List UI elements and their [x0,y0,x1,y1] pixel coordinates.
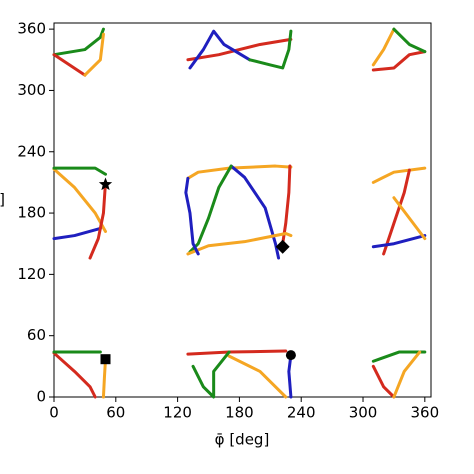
curve [392,27,427,54]
curve [227,354,288,399]
curve [186,37,293,62]
y-tick-label: 60 [27,326,46,344]
marker-circle [285,350,296,361]
curve [52,27,105,57]
x-tick-label: 0 [49,404,59,422]
curve [184,176,200,256]
curve [371,350,427,363]
x-axis-label: φ̄ [deg] [215,431,270,449]
x-tick-label: 60 [106,404,125,422]
marker-square [100,354,111,365]
curve [382,168,411,256]
curve [371,166,427,184]
plot-frame [53,22,432,398]
y-tick-label: 360 [17,20,46,38]
curve [229,164,281,260]
curve [188,29,252,70]
curve [371,364,396,399]
y-tick-label: 0 [36,388,46,406]
curve [88,180,108,260]
curve [248,29,293,70]
y-tick-label: 120 [17,265,46,283]
curve [101,357,108,399]
curve [281,164,292,246]
curve [52,166,108,176]
curve [371,234,427,249]
curve [52,53,87,77]
curve [392,350,422,399]
curve [186,349,288,356]
y-tick-label: 300 [17,81,46,99]
curve [371,50,427,72]
marker-diamond [275,239,290,254]
x-tick-label: 240 [287,404,316,422]
curve [392,196,427,241]
curve [52,226,102,241]
marker-star [98,177,113,191]
curve [52,167,108,233]
curve [287,353,293,399]
x-tick-label: 120 [163,404,192,422]
x-tick-label: 180 [225,404,254,422]
curve [191,350,231,399]
x-tick-label: 300 [349,404,378,422]
curve [186,232,293,256]
y-axis-label: ] [0,191,5,209]
curve [371,27,396,67]
curve [52,351,97,399]
x-tick-label: 360 [410,404,439,422]
y-tick-label: 240 [17,142,46,160]
curve [83,32,105,77]
curve [188,164,233,254]
y-tick-label: 180 [17,204,46,222]
